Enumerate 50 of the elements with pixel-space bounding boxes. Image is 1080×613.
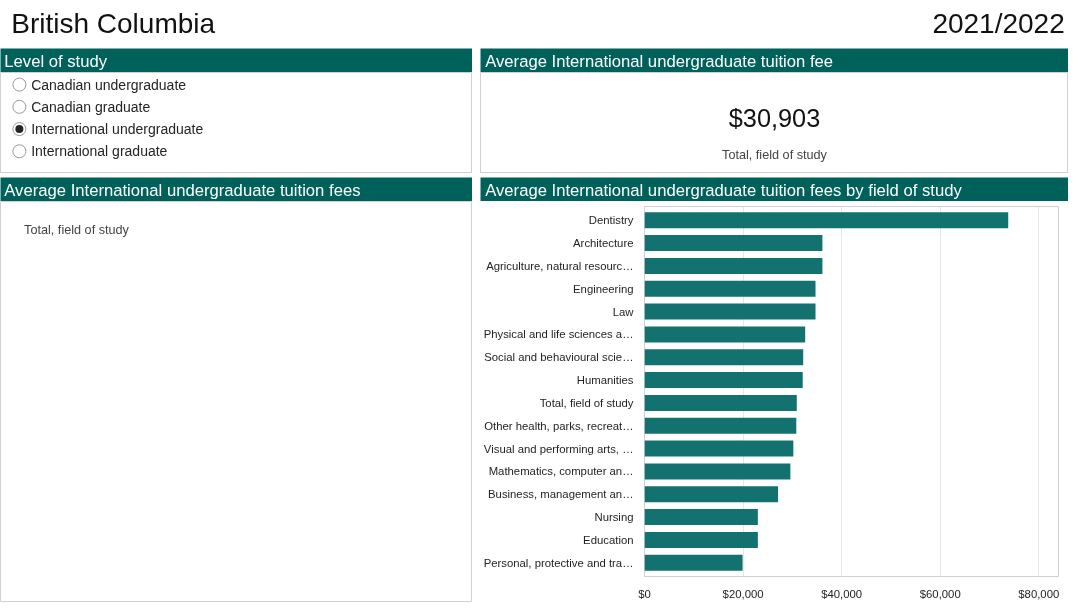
category-label: Canadian graduate — [31, 98, 151, 115]
y-tick-label: Mathematics, computer an… — [488, 465, 634, 478]
chart-title: Average International undergraduate tuition fees by field of study — [485, 181, 963, 201]
y-tick-label: Other health, parks, recreat… — [484, 419, 634, 432]
bar — [644, 349, 804, 366]
x-tick-label: $40,000 — [821, 587, 863, 600]
text: 2021/2022 — [932, 8, 1065, 39]
category-label: International undergraduate — [31, 121, 204, 138]
bar — [644, 463, 791, 480]
x-tick-label: $60,000 — [919, 587, 961, 600]
x-tick-label: $0 — [638, 587, 651, 600]
y-tick-label: Dentistry — [588, 214, 634, 227]
text: Total, field of study — [722, 148, 828, 163]
y-tick-label: Architecture — [573, 237, 634, 250]
text: British Columbia — [11, 8, 216, 39]
bar — [644, 303, 816, 320]
text: Average International undergraduate tuition fee — [485, 52, 834, 72]
y-tick-label: Engineering — [573, 282, 634, 295]
x-tick-label: $80,000 — [1018, 587, 1060, 600]
bar — [644, 280, 816, 297]
bar — [644, 326, 806, 343]
bar — [644, 509, 758, 526]
x-tick-label: $20,000 — [722, 587, 764, 600]
y-tick-label: Law — [612, 305, 635, 318]
text: Total, field of study — [24, 222, 130, 237]
category-label: Canadian undergraduate — [31, 76, 187, 93]
text: Level of study — [4, 52, 108, 72]
y-tick-label: Humanities — [576, 374, 634, 387]
category-label: International graduate — [31, 143, 168, 160]
y-tick-label: Physical and life sciences a… — [483, 328, 634, 341]
y-tick-label: Personal, protective and tra… — [483, 556, 634, 569]
bar — [644, 372, 803, 389]
bar — [644, 394, 797, 411]
y-tick-label: Visual and performing arts, … — [483, 442, 634, 455]
bar — [644, 212, 1009, 229]
bar — [644, 440, 794, 457]
y-tick-label: Social and behavioural scie… — [484, 351, 634, 364]
y-tick-label: Business, management an… — [488, 488, 634, 501]
y-tick-label: Nursing — [594, 511, 634, 524]
bar — [644, 417, 797, 434]
bar — [644, 486, 779, 503]
text: Average International undergraduate tuition fees — [4, 181, 361, 201]
bar — [644, 235, 823, 252]
y-tick-label: Agriculture, natural resourc… — [486, 259, 634, 272]
bar — [644, 554, 743, 571]
y-tick-label: Total, field of study — [539, 396, 634, 409]
text: $30,903 — [728, 103, 821, 132]
bar — [644, 257, 823, 274]
bar — [644, 531, 758, 548]
y-tick-label: Education — [583, 533, 634, 546]
